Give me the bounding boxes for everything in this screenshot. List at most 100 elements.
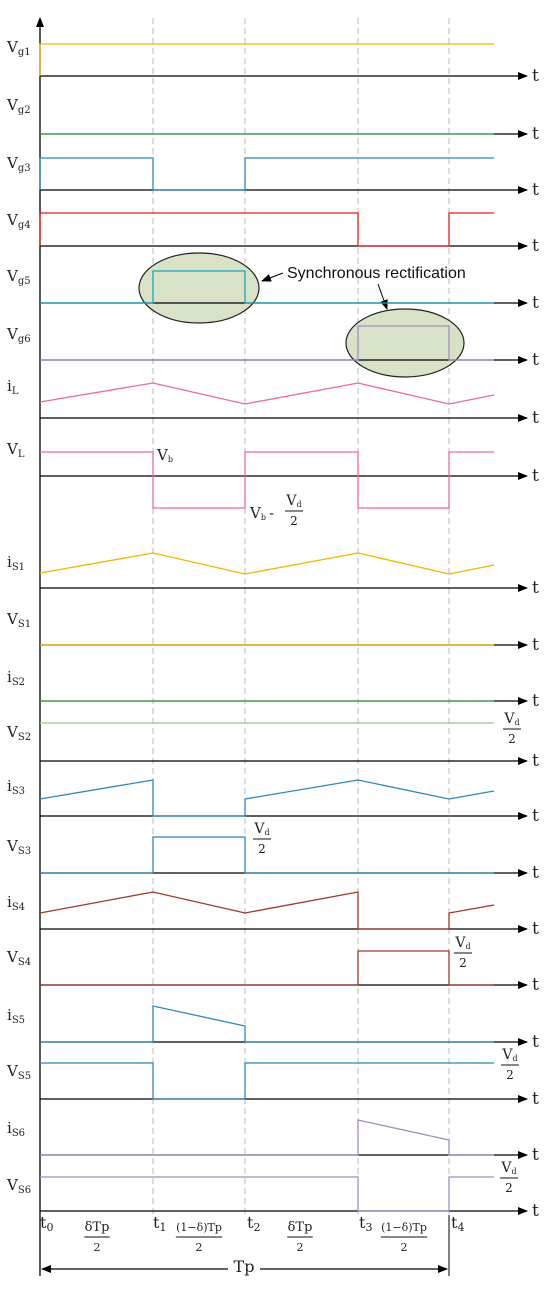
signal-label-g5: Vg5 bbox=[6, 267, 31, 287]
waveform-iS1 bbox=[39, 552, 495, 575]
svg-text:Vd: Vd bbox=[501, 1047, 517, 1063]
interval-delta-2: δTp 2 bbox=[287, 1220, 313, 1254]
waveform-VL bbox=[40, 451, 494, 509]
svg-text:2: 2 bbox=[505, 1181, 513, 1195]
waveform-g4 bbox=[39, 212, 494, 247]
svg-text:2: 2 bbox=[508, 732, 516, 746]
signal-label-VS6: VS6 bbox=[6, 1176, 31, 1196]
time-axis-label: t bbox=[532, 124, 539, 144]
svg-text:(1−δ)Tp: (1−δ)Tp bbox=[176, 1221, 222, 1234]
time-axis-label: t bbox=[532, 1032, 539, 1052]
svg-text:2: 2 bbox=[459, 956, 467, 970]
vd-half-vs2: Vd 2 bbox=[503, 711, 521, 746]
signal-label-iS6: iS6 bbox=[7, 1119, 25, 1139]
time-axis-label: t bbox=[532, 1145, 539, 1165]
time-mark-t1: t1 bbox=[153, 1213, 166, 1234]
time-mark-t4: t4 bbox=[451, 1213, 464, 1234]
time-axis-label: t bbox=[532, 1201, 539, 1221]
waveform-VS6 bbox=[40, 1176, 494, 1212]
time-axis-label: t bbox=[532, 635, 539, 655]
signal-label-g6: Vg6 bbox=[6, 325, 31, 345]
time-mark-t2: t2 bbox=[247, 1213, 260, 1234]
annotation-text: Synchronous rectification bbox=[287, 265, 466, 282]
time-axis-label: t bbox=[532, 919, 539, 939]
sync-rect-ellipse-2 bbox=[345, 308, 465, 378]
time-mark-t0: t0 bbox=[40, 1213, 53, 1234]
annotation-pointer-2 bbox=[377, 283, 388, 310]
signal-label-VS2: VS2 bbox=[6, 723, 31, 743]
signal-label-iL: iL bbox=[7, 377, 19, 397]
signal-label-iS4: iS4 bbox=[7, 893, 25, 913]
svg-text:2: 2 bbox=[290, 514, 298, 528]
waveform-VS4 bbox=[40, 950, 494, 986]
svg-text:Vd: Vd bbox=[454, 935, 470, 951]
time-axis-label: t bbox=[532, 691, 539, 711]
signal-label-iS3: iS3 bbox=[7, 777, 25, 797]
signal-label-iS5: iS5 bbox=[7, 1006, 25, 1026]
signal-label-g4: Vg4 bbox=[6, 211, 31, 231]
vd-half-vs5: Vd 2 bbox=[501, 1047, 519, 1082]
time-mark-t3: t3 bbox=[359, 1213, 372, 1234]
signal-label-g1: Vg1 bbox=[6, 38, 31, 58]
waveform-iS5 bbox=[40, 1005, 494, 1043]
interval-one-minus-1: (1−δ)Tp 2 bbox=[175, 1221, 223, 1254]
vl-low-fraction: Vd 2 bbox=[285, 493, 303, 528]
waveform-g1 bbox=[39, 43, 494, 76]
signal-label-VS4: VS4 bbox=[6, 948, 31, 968]
time-axis-label: t bbox=[532, 350, 539, 370]
time-guides bbox=[152, 18, 450, 1215]
time-axis-label: t bbox=[532, 408, 539, 428]
signal-label-VL: VL bbox=[6, 440, 25, 460]
svg-text:δTp: δTp bbox=[85, 1220, 110, 1235]
waveform-iL bbox=[39, 382, 495, 405]
svg-text:Vd: Vd bbox=[285, 493, 301, 509]
annotation-pointer-1 bbox=[261, 272, 284, 282]
time-axis-label: t bbox=[532, 293, 539, 313]
time-axis-label: t bbox=[532, 751, 539, 771]
time-axis-label: t bbox=[532, 1089, 539, 1109]
waveform-g5 bbox=[40, 270, 494, 304]
time-axis-label: t bbox=[532, 863, 539, 883]
time-axis-label: t bbox=[532, 578, 539, 598]
waveform-VS3 bbox=[40, 836, 494, 874]
signal-label-VS5: VS5 bbox=[6, 1062, 31, 1082]
time-axis-label: t bbox=[532, 466, 539, 486]
period-label-bg bbox=[228, 1257, 260, 1273]
time-axis-label: t bbox=[532, 806, 539, 826]
time-axis-label: t bbox=[532, 975, 539, 995]
svg-text:Vd: Vd bbox=[503, 711, 519, 727]
vd-half-vs4: Vd 2 bbox=[454, 935, 472, 970]
signal-label-g2: Vg2 bbox=[6, 96, 31, 116]
time-axis-label: t bbox=[532, 180, 539, 200]
waveform-iS6 bbox=[40, 1119, 494, 1156]
sync-rect-ellipse-1 bbox=[138, 252, 260, 324]
signal-label-iS1: iS1 bbox=[7, 553, 25, 573]
time-axis-label: t bbox=[532, 66, 539, 86]
svg-text:Vd: Vd bbox=[500, 1160, 516, 1176]
svg-text:2: 2 bbox=[297, 1241, 304, 1254]
period-label: Tp bbox=[234, 1257, 255, 1276]
waveform-g3 bbox=[39, 157, 494, 191]
svg-text:2: 2 bbox=[401, 1241, 408, 1254]
vd-half-vs6: Vd 2 bbox=[500, 1160, 518, 1195]
vd-half-vs3: Vd 2 bbox=[253, 821, 271, 856]
time-axis-label: t bbox=[532, 236, 539, 256]
svg-text:Vd: Vd bbox=[253, 821, 269, 837]
interval-one-minus-2: (1−δ)Tp 2 bbox=[380, 1221, 428, 1254]
signal-label-VS1: VS1 bbox=[6, 610, 31, 630]
svg-text:δTp: δTp bbox=[288, 1220, 313, 1235]
vl-low-label: Vb - bbox=[249, 504, 274, 522]
waveform-VS5 bbox=[40, 1062, 494, 1100]
svg-text:2: 2 bbox=[94, 1241, 101, 1254]
interval-delta-1: δTp 2 bbox=[84, 1220, 110, 1254]
signal-label-g3: Vg3 bbox=[6, 154, 31, 174]
waveform-g6 bbox=[40, 325, 494, 361]
svg-text:(1−δ)Tp: (1−δ)Tp bbox=[381, 1221, 427, 1234]
waveform-iS3 bbox=[39, 779, 495, 817]
signal-label-VS3: VS3 bbox=[6, 837, 31, 857]
waveform-iS4 bbox=[39, 891, 495, 930]
vl-high-label: Vb bbox=[156, 446, 173, 464]
svg-text:2: 2 bbox=[506, 1068, 514, 1082]
svg-text:2: 2 bbox=[196, 1241, 203, 1254]
